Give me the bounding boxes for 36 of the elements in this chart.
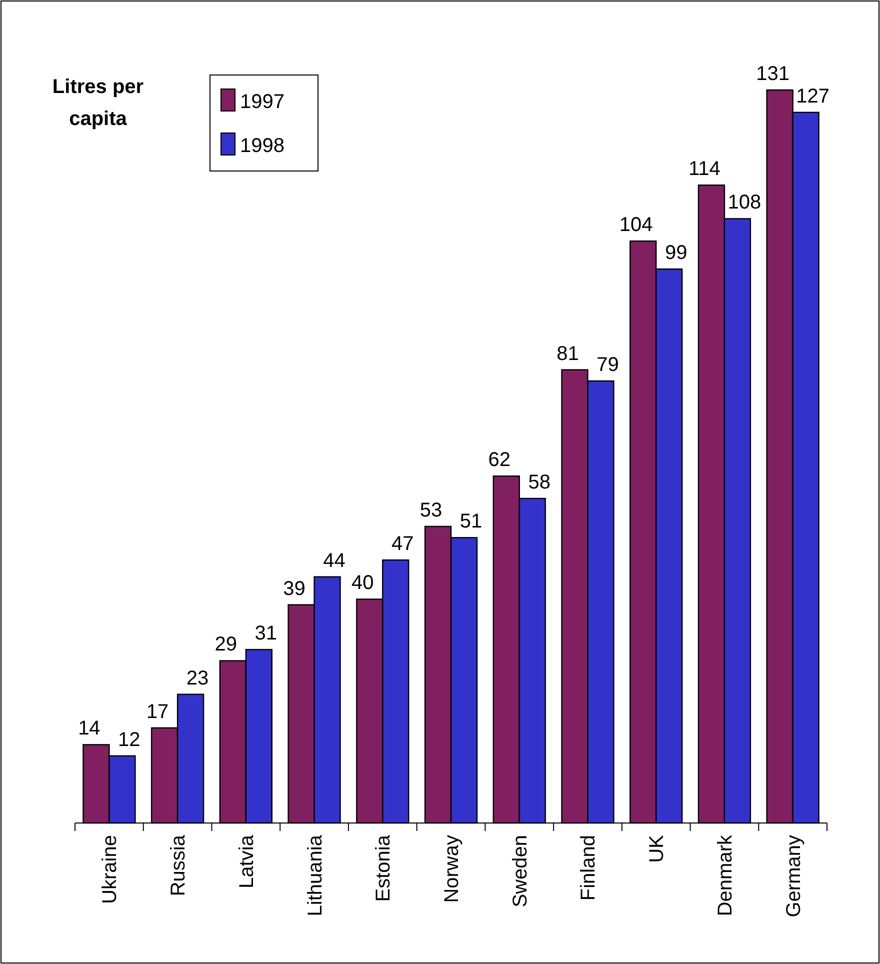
data-label: 29: [214, 634, 238, 656]
data-label: 31: [254, 622, 278, 645]
x-tick-label: Sweden: [509, 835, 532, 908]
data-label: 131: [756, 63, 790, 85]
x-tick-label: Russia: [168, 834, 190, 896]
data-label: 12: [118, 728, 140, 751]
data-label: 79: [596, 354, 619, 376]
data-label: 47: [392, 533, 414, 556]
x-tick-label: Latvia: [236, 834, 258, 888]
data-label: 108: [728, 192, 762, 214]
data-label: 58: [528, 471, 550, 494]
data-label: 62: [488, 449, 510, 472]
data-label: 39: [283, 578, 306, 600]
data-label: 114: [688, 158, 720, 180]
x-tick-label: UK: [646, 834, 668, 863]
x-tick-label: Germany: [782, 835, 805, 918]
x-tick-label: Lithuania: [304, 834, 326, 916]
data-label: 99: [664, 242, 688, 264]
y-axis-title: Litres per capita: [52, 76, 144, 130]
data-label: 53: [420, 499, 442, 522]
data-label: 23: [186, 667, 209, 690]
x-tick-label: Denmark: [714, 834, 736, 916]
data-label: 44: [323, 550, 346, 572]
data-label: 127: [796, 85, 830, 108]
x-tick-label: Estonia: [372, 834, 395, 902]
x-tick-label: Ukraine: [99, 835, 122, 904]
data-label: 14: [78, 718, 100, 740]
legend-label: 1998: [240, 135, 284, 157]
data-label: 104: [619, 214, 653, 236]
x-tick-label: Norway: [441, 835, 463, 903]
legend-label: 1997: [240, 91, 284, 113]
data-label: 40: [352, 572, 374, 594]
data-label: 51: [460, 510, 482, 533]
data-label: 17: [146, 700, 169, 723]
data-label: 81: [556, 342, 579, 365]
x-tick-label: Finland: [578, 835, 600, 901]
